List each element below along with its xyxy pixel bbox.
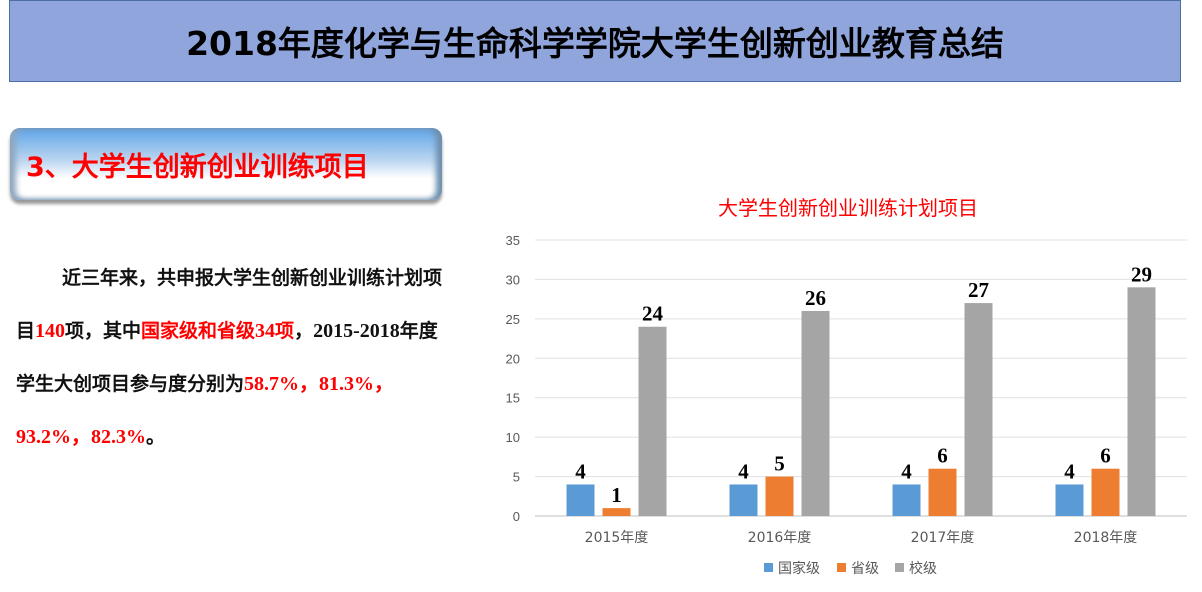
data-label: 6 [937,444,948,468]
bar-校级 [801,310,830,516]
bar-省级 [928,468,957,516]
y-tick-label: 20 [506,351,520,366]
bar-校级 [964,303,993,516]
legend-label: 省级 [851,561,879,577]
data-label: 1 [611,483,622,507]
data-label: 27 [968,278,989,302]
y-tick-label: 25 [506,312,520,327]
summary-segment: 2015-2018 [313,320,400,342]
bar-省级 [765,476,794,516]
bar-国家级 [729,484,758,516]
data-label: 4 [1064,459,1075,483]
summary-paragraph: 近三年来，共申报大学生创新创业训练计划项目140项，其中国家级和省级34项，20… [16,252,456,464]
data-label: 4 [738,459,749,483]
slide-title: 2018年度化学与生命科学学院大学生创新创业教育总结 [186,24,1004,63]
y-tick-label: 5 [513,470,520,485]
legend-swatch [895,563,904,572]
y-tick-label: 0 [513,509,520,524]
y-tick-label: 35 [506,233,520,248]
bar-校级 [638,326,667,516]
summary-segment: 项 [275,320,295,342]
section-heading-box: 3、大学生创新创业训练项目 [10,128,442,200]
x-tick-label: 2016年度 [748,530,812,546]
section-heading: 3、大学生创新创业训练项目 [26,151,369,183]
legend-swatch [764,563,773,572]
summary-segment: 58.7%，81.3%，93.2%，82.3% [16,373,395,448]
summary-segment: 140 [35,320,66,342]
y-tick-label: 30 [506,272,520,287]
bar-国家级 [892,484,921,516]
summary-segment: 34 [255,320,276,342]
bar-省级 [1091,468,1120,516]
summary-segment: 国家级和省级 [141,320,256,342]
chart-title: 大学生创新创业训练计划项目 [718,196,978,220]
legend-label: 校级 [909,560,937,577]
summary-segment: 项，其中 [65,320,142,342]
legend-label: 国家级 [778,560,820,577]
summary-segment: ， [294,320,314,342]
summary-segment: 年度学生大创项目参与度分别为 [16,320,438,395]
legend-swatch [837,563,846,572]
x-tick-label: 2018年度 [1074,530,1138,546]
summary-segment: 近三年来，共申报大学生创新创业训练计划项目 [16,267,443,342]
data-label: 5 [774,452,785,476]
bar-国家级 [1055,484,1084,516]
data-label: 24 [642,302,664,326]
y-tick-label: 10 [506,430,520,445]
summary-segment: 。 [146,426,166,448]
data-label: 4 [901,459,912,483]
y-tick-label: 15 [506,391,520,406]
data-label: 4 [575,459,586,483]
data-label: 6 [1100,444,1111,468]
bar-省级 [602,508,631,516]
data-label: 26 [805,286,826,310]
slide-title-bar: 2018年度化学与生命科学学院大学生创新创业教育总结 [9,0,1181,82]
bar-校级 [1127,287,1156,516]
bar-国家级 [566,484,595,516]
data-label: 29 [1131,262,1152,286]
x-tick-label: 2015年度 [585,530,649,546]
x-tick-label: 2017年度 [911,530,975,546]
